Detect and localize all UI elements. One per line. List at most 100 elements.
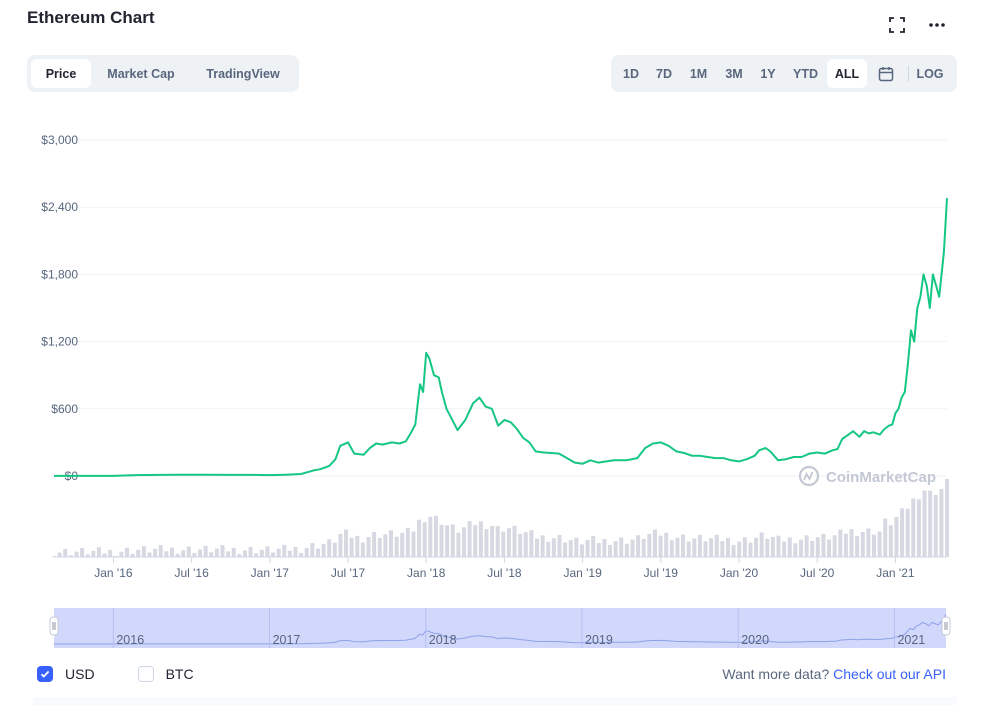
volume-bar <box>529 530 534 557</box>
volume-bar <box>911 498 916 557</box>
range-7d-button[interactable]: 7D <box>656 66 672 81</box>
volume-bar <box>422 522 427 557</box>
volume-bar <box>574 537 579 557</box>
x-tick-label: Jan '16 <box>94 566 133 580</box>
volume-bar <box>613 541 618 557</box>
volume-bar <box>366 536 371 557</box>
x-tick-label: Jul '17 <box>331 566 366 580</box>
y-tick-label: $1,800 <box>41 267 78 281</box>
volume-bar <box>450 524 455 557</box>
x-tick-label: Jan '21 <box>876 566 915 580</box>
usd-checkbox[interactable] <box>37 666 53 682</box>
x-tick-label: Jan '20 <box>720 566 759 580</box>
volume-bar <box>254 553 259 557</box>
volume-bar <box>759 532 764 557</box>
btc-checkbox[interactable] <box>137 666 154 682</box>
volume-bar <box>226 551 231 557</box>
volume-bar <box>636 535 641 557</box>
usd-label[interactable]: USD <box>65 666 95 682</box>
calendar-icon[interactable] <box>867 59 904 88</box>
volume-bar <box>282 544 287 557</box>
range-3m-button[interactable]: 3M <box>725 66 743 81</box>
volume-bar <box>490 526 495 557</box>
api-link[interactable]: Check out our API <box>833 666 946 682</box>
range-ytd-button[interactable]: YTD <box>793 66 818 81</box>
volume-bar <box>922 490 927 557</box>
volume-bar <box>928 490 933 557</box>
volume-bar <box>495 526 500 557</box>
volume-bar <box>551 538 556 557</box>
volume-bar <box>905 508 910 557</box>
volume-bar <box>445 525 450 557</box>
navigator-left-handle[interactable] <box>49 616 59 636</box>
volume-bar <box>192 552 197 557</box>
volume-bar <box>136 549 141 557</box>
volume-bar <box>860 531 865 557</box>
chart-type-tabs: Price Market Cap TradingView <box>27 55 299 92</box>
volume-bar <box>102 553 107 557</box>
volume-bar <box>198 549 203 557</box>
volume-bar <box>945 479 949 557</box>
volume-bar <box>596 542 601 557</box>
range-1m-button[interactable]: 1M <box>689 66 708 81</box>
y-tick-label: $1,200 <box>41 335 78 349</box>
volume-bar <box>400 532 405 557</box>
range-all-button[interactable]: ALL <box>827 59 867 88</box>
range-1y-button[interactable]: 1Y <box>760 66 776 81</box>
volume-bar <box>512 525 517 557</box>
volume-bar <box>877 531 882 557</box>
volume-bar <box>74 551 79 557</box>
volume-bar <box>849 529 854 557</box>
log-scale-button[interactable]: LOG <box>916 66 944 81</box>
volume-bar <box>933 495 938 557</box>
volume-bar <box>506 528 511 557</box>
volume-bar <box>714 534 719 557</box>
page-title: Ethereum Chart <box>27 8 155 27</box>
tab-price[interactable]: Price <box>31 59 91 88</box>
volume-bar <box>321 543 326 557</box>
volume-bar <box>602 539 607 557</box>
volume-bar <box>411 531 416 557</box>
volume-bar <box>916 499 921 557</box>
volume-bar <box>478 521 483 557</box>
fullscreen-icon[interactable] <box>886 14 908 36</box>
btc-label[interactable]: BTC <box>165 666 194 682</box>
volume-bar <box>832 535 837 557</box>
tab-tradingview[interactable]: TradingView <box>206 66 280 81</box>
volume-bar <box>894 516 899 557</box>
volume-bar <box>433 515 438 557</box>
range-1d-button[interactable]: 1D <box>623 66 639 81</box>
volume-bar <box>776 535 781 557</box>
volume-bar <box>461 527 466 557</box>
more-data-prompt: Want more data? Check out our API <box>722 666 946 682</box>
navigator-year-label: 2019 <box>585 633 613 647</box>
volume-bar <box>467 521 472 557</box>
price-line <box>54 198 948 477</box>
volume-bar <box>428 516 433 557</box>
volume-bar <box>91 550 96 557</box>
volume-bar <box>540 535 545 557</box>
volume-bar <box>394 536 399 557</box>
volume-bar <box>737 541 742 557</box>
volume-bar <box>259 549 264 557</box>
volume-bar <box>939 489 944 557</box>
volume-bar <box>675 537 680 557</box>
volume-bar <box>327 539 332 557</box>
volume-bar <box>703 541 708 557</box>
volume-bar <box>838 529 843 557</box>
tab-market-cap[interactable]: Market Cap <box>107 66 175 81</box>
volume-bar <box>377 537 382 557</box>
navigator-range <box>54 608 946 648</box>
volume-bar <box>383 534 388 557</box>
volume-bar <box>96 547 101 557</box>
x-tick-label: Jan '19 <box>563 566 602 580</box>
volume-bar <box>725 538 730 557</box>
navigator-right-handle[interactable] <box>941 616 951 636</box>
watermark-text: CoinMarketCap <box>826 469 936 486</box>
volume-bar <box>63 548 68 557</box>
volume-bar <box>871 534 876 557</box>
range-divider <box>908 65 909 82</box>
volume-bar <box>855 536 860 557</box>
more-horizontal-icon[interactable] <box>926 14 948 36</box>
